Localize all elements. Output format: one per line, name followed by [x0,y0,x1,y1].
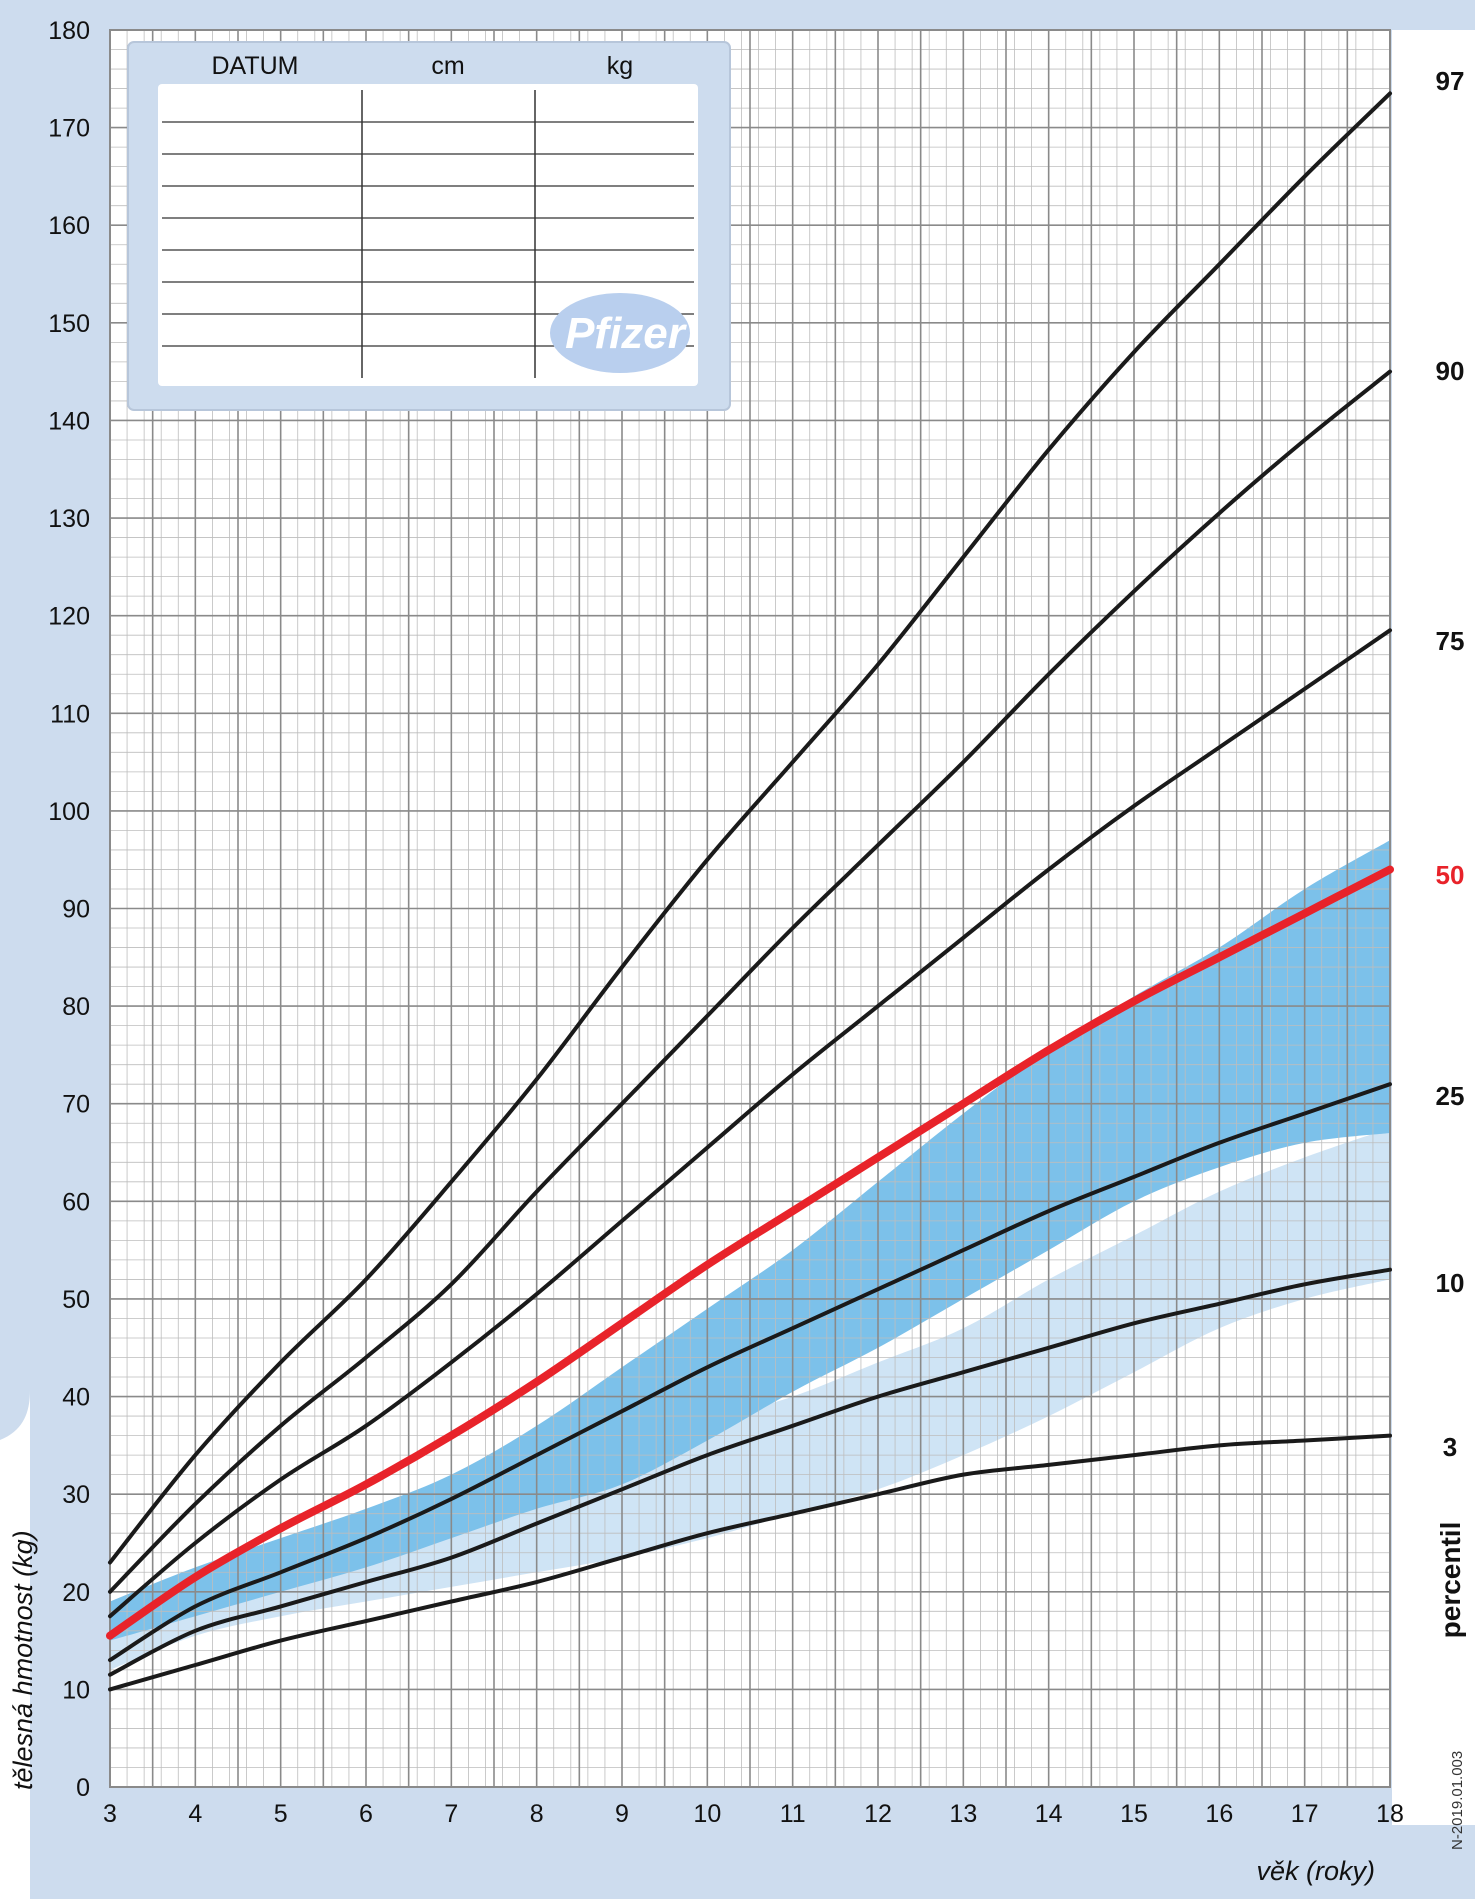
percentile-curve-3 [108,1433,1392,1692]
y-tick-label: 70 [62,1091,90,1119]
percentile-curve-10 [108,1267,1392,1677]
x-tick-label: 8 [530,1800,544,1828]
x-tick-label: 16 [1205,1800,1233,1828]
x-tick-label: 18 [1376,1800,1404,1828]
percentile-curve-90 [108,369,1392,1594]
x-tick-label: 11 [780,1800,806,1828]
record-table-header-kg: kg [607,52,633,80]
record-table-header-date: DATUM [211,52,298,80]
y-tick-label: 0 [76,1774,90,1802]
percentile-label-75: 75 [1436,626,1465,656]
x-tick-label: 3 [103,1800,117,1828]
percentile-curve-97 [108,91,1392,1565]
percentile-curve-25 [108,1082,1392,1663]
y-tick-label: 80 [62,993,90,1021]
record-table: DATUM cm kg Pfizer [127,41,731,411]
x-tick-label: 14 [1035,1800,1063,1828]
percentile-labels: 97 90 75 50 25 10 3 [1436,66,1465,1462]
x-tick-label: 9 [615,1800,629,1828]
y-tick-label: 90 [62,896,90,924]
x-tick-label: 15 [1120,1800,1148,1828]
percentile-label-50: 50 [1436,860,1465,890]
x-tick-label: 7 [444,1800,458,1828]
y-tick-label: 100 [48,798,90,826]
y-tick-label: 30 [62,1481,90,1509]
x-tick-label: 6 [359,1800,373,1828]
y-tick-label: 60 [62,1188,90,1216]
legend-title: percentil [1435,1522,1466,1639]
percentile-label-90: 90 [1436,356,1465,386]
pfizer-logo-text: Pfizer [565,309,688,358]
percentile-label-3: 3 [1443,1432,1457,1462]
y-axis-title: tělesná hmotnost (kg) [8,1530,38,1790]
pfizer-logo-icon [550,293,690,373]
y-tick-label: 120 [48,603,90,631]
y-tick-label: 170 [48,115,90,143]
y-tick-label: 50 [62,1286,90,1314]
x-axis-title: věk (roky) [1256,1856,1375,1886]
percentile-curve-75 [108,628,1392,1619]
y-tick-label: 40 [62,1384,90,1412]
y-tick-label: 140 [48,407,90,435]
percentile-curves [106,91,1394,1692]
y-tick-label: 20 [62,1579,90,1607]
x-tick-label: 4 [188,1800,202,1828]
y-tick-labels: 0 10 20 30 40 50 60 70 80 90 100 110 120 130 140 150 160… [48,17,90,1802]
y-tick-label: 10 [62,1676,90,1704]
x-tick-label: 10 [693,1800,721,1828]
x-tick-label: 17 [1291,1800,1319,1828]
major-grid [109,29,1391,1788]
y-tick-label: 150 [48,310,90,338]
x-tick-label: 12 [864,1800,892,1828]
percentile-label-25: 25 [1436,1081,1465,1111]
y-tick-label: 180 [48,17,90,45]
y-tick-label: 160 [48,212,90,240]
x-tick-labels: 3 4 5 6 7 8 9 10 11 12 13 14 15 16 17 18 [103,1800,1404,1828]
frame-left-cut [0,1440,30,1830]
document-code: N-2019.01.003 [1449,1751,1466,1850]
x-tick-label: 5 [274,1800,288,1828]
percentile-curve-50 [106,865,1394,1640]
x-tick-label: 13 [949,1800,977,1828]
percentile-label-10: 10 [1436,1268,1465,1298]
y-tick-label: 130 [48,505,90,533]
y-tick-label: 110 [50,700,90,728]
percentile-label-97: 97 [1436,66,1465,96]
plot-border [109,29,1391,1788]
record-table-header-cm: cm [431,52,464,80]
